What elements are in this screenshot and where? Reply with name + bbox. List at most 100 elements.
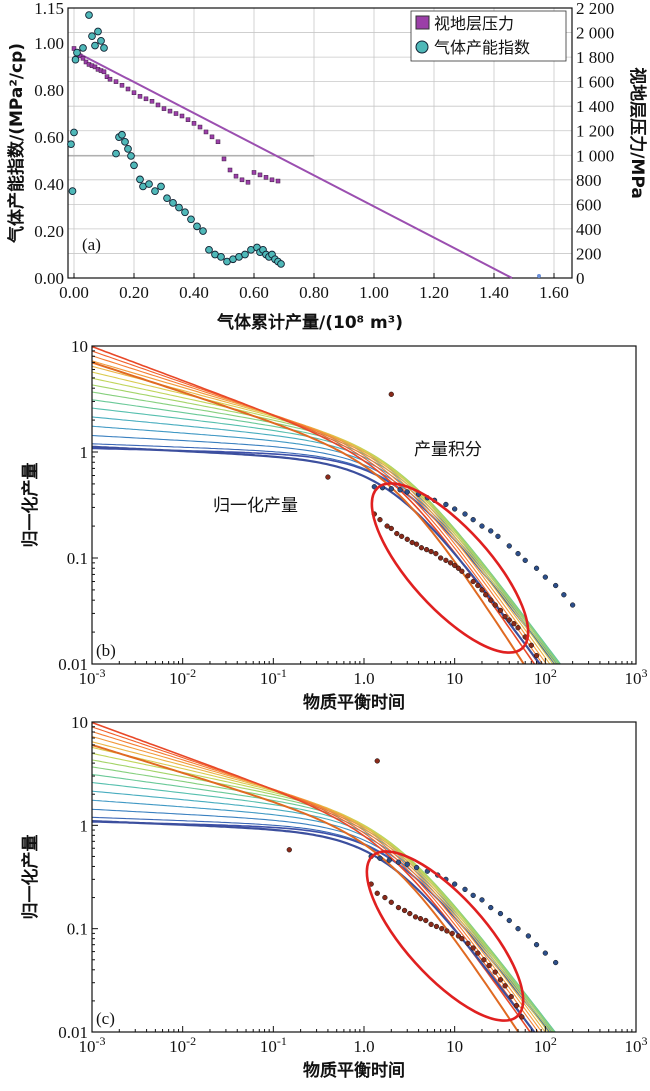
rate-point xyxy=(388,899,394,905)
index-point xyxy=(97,37,105,45)
rate-point xyxy=(439,926,445,932)
x-tick-label: 10-1 xyxy=(260,666,287,688)
index-point xyxy=(73,48,81,57)
pressure-point xyxy=(173,111,179,116)
integral-point xyxy=(542,950,548,956)
y-right-tick-label: 400 xyxy=(576,220,602,239)
index-point xyxy=(94,27,102,36)
index-point xyxy=(68,187,77,195)
x-tick-label: 10 xyxy=(446,669,463,688)
type-curve xyxy=(92,350,540,664)
index-point xyxy=(70,128,78,137)
type-curve-highlight xyxy=(92,445,542,664)
y-tick-label: 0.00 xyxy=(34,269,64,288)
x-tick-label: 0.00 xyxy=(59,283,89,302)
panel-b: 10-3 10-2 10-1 1.0 10 102 103 0.01 0.1 1 10 物质平衡时间 归… xyxy=(20,337,648,713)
rate-point-outlier xyxy=(374,758,380,764)
pressure-point xyxy=(191,121,197,126)
integral-point xyxy=(553,582,559,589)
type-curve xyxy=(92,360,548,664)
index-point xyxy=(181,208,189,217)
pressure-point xyxy=(125,86,131,92)
pressure-point xyxy=(227,167,233,173)
pressure-point xyxy=(209,134,215,140)
rate-point xyxy=(418,545,425,551)
index-point xyxy=(277,260,285,268)
type-curve xyxy=(92,371,554,664)
rate-point xyxy=(488,597,494,603)
rate-point xyxy=(459,936,465,942)
y-right-tick-label: 2 200 xyxy=(576,0,614,18)
x-tick-label: 102 xyxy=(534,1034,557,1056)
rate-point xyxy=(286,847,292,853)
rate-point xyxy=(423,546,430,553)
x-tick-label: 10-2 xyxy=(169,1034,196,1056)
rate-point xyxy=(407,910,413,917)
rate-point xyxy=(447,560,454,566)
rate-point xyxy=(492,602,498,608)
y-right-tick-label: 2 000 xyxy=(576,24,614,43)
y-right-tick-label: 1 800 xyxy=(576,48,614,67)
integral-point xyxy=(452,506,458,512)
rate-point xyxy=(506,617,512,623)
rate-point xyxy=(508,993,514,1000)
integral-point xyxy=(404,489,410,495)
y-right-tick-label: 1 600 xyxy=(576,73,614,92)
index-point xyxy=(79,44,87,52)
y-right-tick-label: 0 xyxy=(576,269,585,288)
pressure-point xyxy=(269,177,275,183)
pressure-point xyxy=(239,177,245,183)
integral-point xyxy=(533,942,540,948)
rate-point xyxy=(395,904,402,911)
rate-point xyxy=(465,940,471,947)
type-curve-highlight xyxy=(92,743,520,1032)
integral-point xyxy=(515,926,521,932)
pressure-point xyxy=(275,178,281,184)
index-point xyxy=(130,161,138,170)
integral-point xyxy=(506,543,512,549)
integral-point xyxy=(488,904,494,911)
integral-point xyxy=(495,533,501,540)
rate-point xyxy=(475,582,481,589)
rate-point xyxy=(497,977,504,983)
plot-frame xyxy=(91,721,637,1033)
integral-point xyxy=(386,857,392,863)
pressure-point xyxy=(233,173,239,179)
pressure-point xyxy=(179,113,185,119)
index-point xyxy=(187,215,195,224)
integral-point xyxy=(462,886,468,893)
rate-point xyxy=(502,983,508,989)
y-tick-label: 1.15 xyxy=(34,0,64,18)
pressure-point xyxy=(119,83,125,88)
x-tick-label: 10-3 xyxy=(79,666,106,688)
pressure-point xyxy=(185,117,191,122)
panel-a: 0.00 0.20 0.40 0.60 0.80 1.00 1.20 1.40 1.60 0.00… xyxy=(6,0,648,333)
panel-label: (a) xyxy=(82,235,101,254)
pressure-point xyxy=(101,69,107,75)
legend-index-swatch xyxy=(415,40,429,54)
type-curve xyxy=(92,731,539,1032)
rate-point xyxy=(515,625,521,631)
x-tick-label: 0.80 xyxy=(299,283,329,302)
panel-c: 10-3 10-2 10-1 1.0 10 102 103 0.01 0.1 1 10 物质平衡时间 归… xyxy=(20,713,648,1081)
integral-point xyxy=(569,602,576,608)
annotation-normalized-rate: 归一化产量 xyxy=(213,496,298,516)
pressure-point xyxy=(149,99,155,104)
index-point xyxy=(136,175,144,184)
legend-label-index: 气体产能指数 xyxy=(434,38,530,57)
x-tick-label: 1.20 xyxy=(419,283,449,302)
type-curve xyxy=(92,443,557,664)
index-point xyxy=(112,149,120,158)
rate-point xyxy=(502,613,508,620)
index-point xyxy=(67,140,75,149)
y-tick-label: 0.1 xyxy=(67,549,88,568)
pressure-point xyxy=(113,79,119,84)
x-axis-label: 物质平衡时间 xyxy=(303,692,405,713)
pressure-point xyxy=(104,74,110,79)
index-point xyxy=(205,245,213,254)
integral-point xyxy=(553,959,559,966)
index-point xyxy=(151,187,159,195)
type-curves xyxy=(92,722,556,1032)
type-curve xyxy=(92,355,544,664)
panel-label: (c) xyxy=(96,1009,115,1028)
